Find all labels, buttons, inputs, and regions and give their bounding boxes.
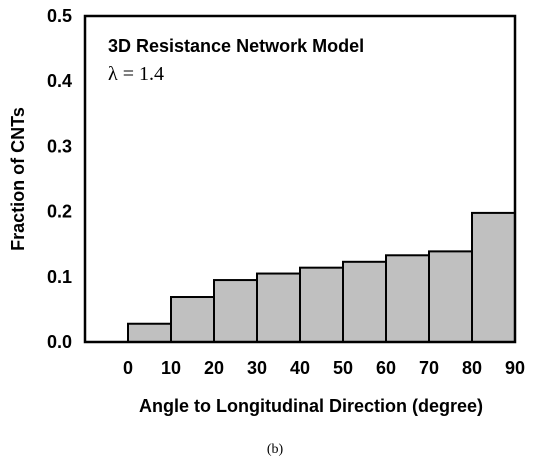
x-tick-label: 30 <box>247 358 267 378</box>
annotation-lambda: λ = 1.4 <box>108 63 164 85</box>
bar-70-80 <box>428 250 473 343</box>
bars-group <box>127 211 516 344</box>
y-tick-label: 0.5 <box>47 6 72 26</box>
bar-0-10 <box>127 322 172 343</box>
x-tick-label: 80 <box>462 358 482 378</box>
y-tick-label: 0.1 <box>47 267 72 287</box>
bar-10-20 <box>170 296 215 343</box>
figure-caption: (b) <box>267 442 284 457</box>
x-tick-label: 0 <box>123 358 133 378</box>
y-tick-label: 0.3 <box>47 136 72 156</box>
x-tick-label: 60 <box>376 358 396 378</box>
x-tick-label: 10 <box>161 358 181 378</box>
y-axis-label: Fraction of CNTs <box>8 107 28 251</box>
y-tick-label: 0.2 <box>47 202 72 222</box>
plot-frame <box>83 14 517 344</box>
bar-80-90 <box>471 211 516 343</box>
y-tick-label: 0.4 <box>47 71 72 91</box>
bar-30-40 <box>256 272 301 344</box>
bar-40-50 <box>299 266 344 343</box>
x-tick-labels: 0 10 20 30 40 50 60 70 80 90 <box>123 358 525 378</box>
x-tick-label: 50 <box>333 358 353 378</box>
x-tick-label: 40 <box>290 358 310 378</box>
bar-20-30 <box>213 279 258 343</box>
y-tick-label: 0.0 <box>47 332 72 352</box>
x-tick-label: 90 <box>505 358 525 378</box>
bar-60-70 <box>385 254 430 343</box>
annotation-title: 3D Resistance Network Model <box>108 36 364 56</box>
x-tick-label: 70 <box>419 358 439 378</box>
bar-50-60 <box>342 260 387 343</box>
y-tick-labels: 0.0 0.1 0.2 0.3 0.4 0.5 <box>47 6 72 352</box>
x-tick-label: 20 <box>204 358 224 378</box>
x-axis-label: Angle to Longitudinal Direction (degree) <box>139 396 483 416</box>
